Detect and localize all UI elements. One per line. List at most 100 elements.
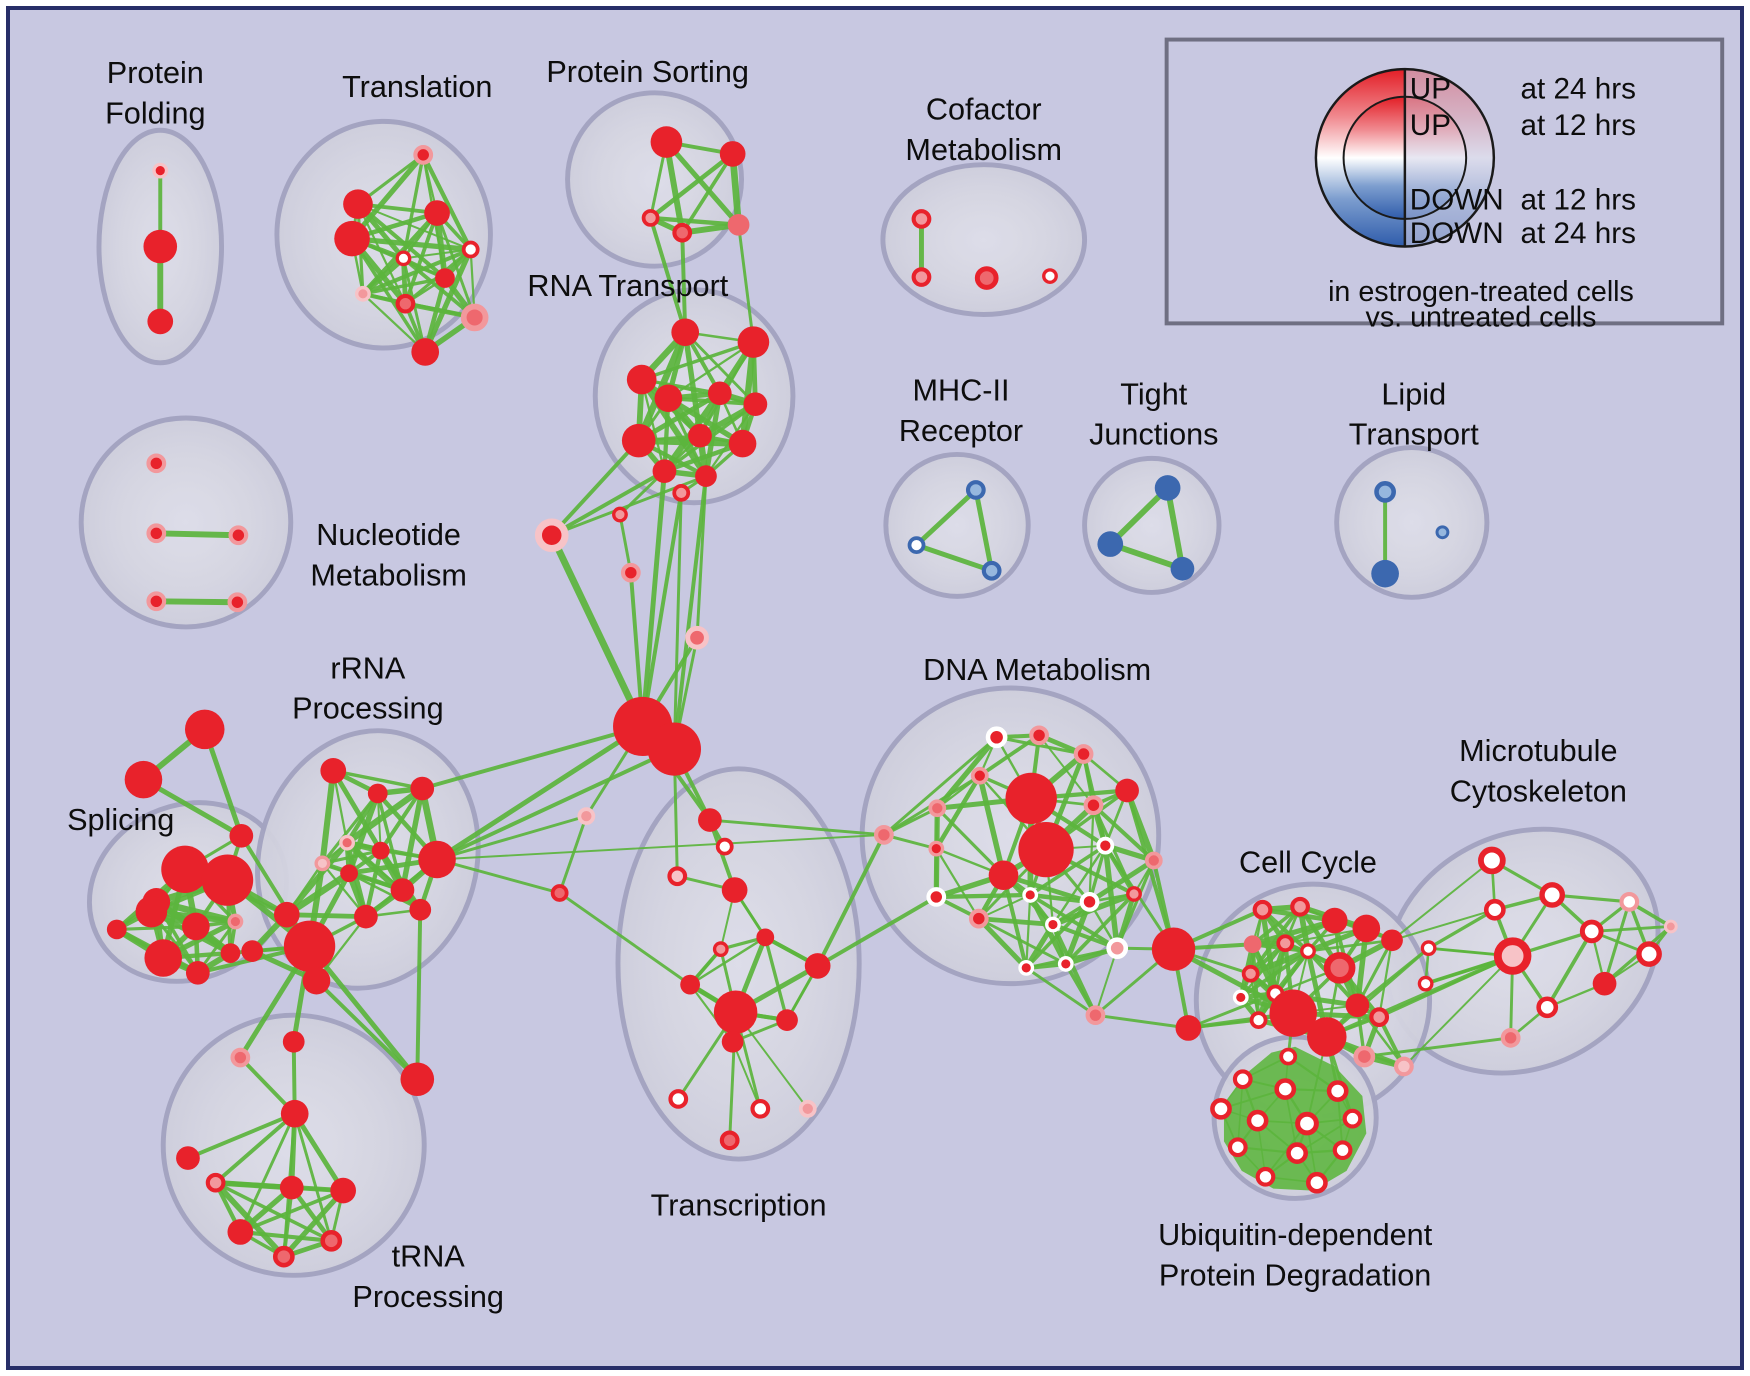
network-node [974,266,999,290]
network-node [229,823,254,848]
cluster-label-microtubule-cytoskeleton: Microtubule [1459,734,1617,768]
network-edge [314,978,420,1082]
network-node [1539,882,1566,908]
network-node [1170,556,1195,581]
network-edge [1250,904,1302,947]
legend-inner-circle-left [1343,96,1405,219]
network-node [144,939,183,977]
network-node [273,901,300,928]
network-node [1079,891,1100,912]
cluster-label-trna-processing: tRNA [392,1240,466,1274]
network-node [1483,898,1506,921]
network-edge [683,330,757,406]
network-node [1005,772,1057,824]
network-node [981,560,1002,581]
network-node [719,141,746,167]
network-edge [1426,908,1497,950]
legend: UP at 24 hrs UP at 12 hrs DOWN at 12 hrs DOWN a… [1164,37,1725,333]
network-edge [331,769,424,791]
network-edge [185,1111,297,1161]
network-edge [1391,908,1496,942]
network-edge [320,849,383,865]
network-edge [708,818,886,837]
network-node [1018,822,1074,878]
network-node [1307,1017,1347,1057]
cluster-label-cofactor-metabolism: Cofactor [926,93,1042,127]
network-node [340,864,358,883]
network-edge [1377,954,1515,1019]
network-edge [934,892,1033,900]
network-edge [1260,907,1311,954]
network-node [712,941,729,958]
network-node [320,757,347,784]
cluster-label-protein-folding: Folding [105,97,205,131]
network-edge [1087,857,1157,905]
network-edge [1237,1078,1244,1148]
network-node [1374,481,1396,503]
network-node [410,776,435,801]
network-node [968,908,989,929]
network-node [1345,993,1370,1018]
network-edge [1024,966,1097,1017]
network-edge [281,1187,346,1260]
network-node [1210,1097,1232,1120]
network-edge [1356,1004,1406,1068]
cluster-label-tight-junctions: Junctions [1089,418,1218,452]
network-node [395,293,416,314]
network-edge [1306,938,1394,953]
network-node [534,518,569,553]
legend-direction-3: DOWN [1410,217,1504,250]
cluster-ellipse-mhc-ii-receptor [883,451,1031,599]
nodes-layer [106,126,1678,1268]
network-edge [320,791,380,865]
cluster-label-transcription: Transcription [651,1188,827,1222]
network-node [985,726,1008,749]
network-edge [284,912,369,920]
network-edge [1094,947,1119,1017]
network-node [339,834,356,851]
network-node [182,912,210,941]
network-edge [815,894,939,968]
network-edge [1050,922,1120,951]
network-node [282,1030,305,1053]
network-edge [935,806,1006,877]
network-node [1286,1142,1308,1164]
network-node [654,384,683,413]
network-edge [648,215,688,335]
network-node [727,213,750,236]
network-node [1321,907,1348,934]
network-node [707,381,732,406]
network-edge [640,490,684,729]
network-node [652,459,677,484]
network-edge [737,223,755,344]
network-edge [1362,1036,1513,1059]
network-edge [640,468,667,729]
network-node [1352,914,1381,943]
network-edge [1001,872,1092,905]
network-node [756,928,775,947]
network-node [1493,937,1532,975]
network-node [988,860,1019,891]
network-node [1252,899,1273,920]
network-node [907,536,926,554]
network-edge [977,917,1068,966]
network-edge [1051,844,1107,926]
network-node [621,423,656,458]
network-node [672,222,693,243]
cluster-label-cofactor-metabolism: Metabolism [905,133,1062,167]
network-node [721,1030,744,1053]
network-edge [639,340,756,382]
network-edge [763,935,789,1022]
network-edge [688,936,767,986]
network-node [1022,887,1039,903]
network-edge [731,1040,762,1110]
network-node [1579,919,1604,944]
network-edge [648,151,735,221]
network-node [395,250,412,267]
network-edge [213,1111,297,1185]
network-node [314,855,331,872]
network-node [688,423,712,448]
network-edge [739,338,757,447]
network-edge [401,256,477,320]
network-edge [1027,892,1092,905]
